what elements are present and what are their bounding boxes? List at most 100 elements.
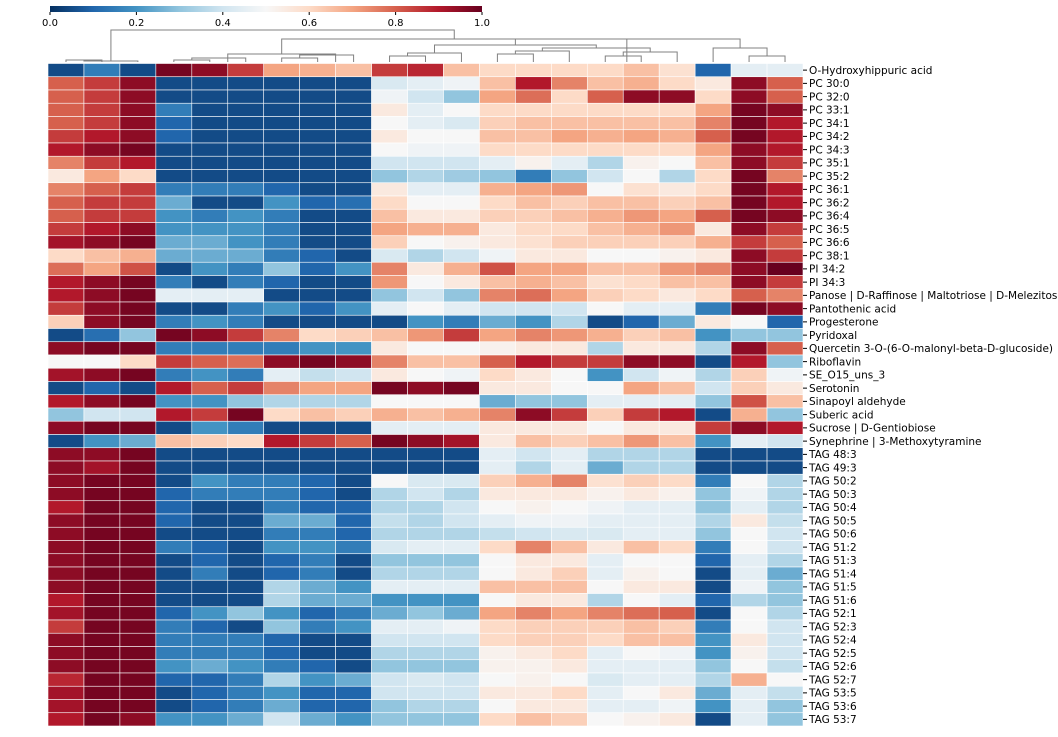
heatmap-cell (694, 540, 732, 555)
heatmap-cell (407, 142, 444, 157)
heatmap-cell (155, 261, 193, 276)
heatmap-cell (263, 420, 300, 435)
heatmap-cell (407, 447, 444, 462)
heatmap-cell (263, 646, 300, 661)
heatmap-cell (766, 540, 804, 555)
row-label: Sucrose | D-Gentiobiose (809, 423, 936, 435)
heatmap-cell (515, 434, 552, 449)
heatmap-cell (515, 129, 552, 144)
heatmap-cell (407, 566, 444, 581)
heatmap-cell (551, 394, 588, 409)
heatmap-cell (407, 182, 444, 197)
heatmap-cell (730, 142, 768, 157)
heatmap-cell (622, 513, 660, 528)
heatmap-cell (551, 288, 588, 303)
heatmap-cell (191, 235, 229, 250)
heatmap-cell (371, 354, 408, 369)
heatmap-cell (479, 407, 516, 422)
heatmap-cell (227, 659, 265, 674)
heatmap-cell (119, 102, 157, 117)
heatmap-cell (658, 632, 696, 647)
heatmap-cell (622, 540, 660, 555)
heatmap-cell (119, 235, 157, 250)
heatmap-cell (371, 619, 408, 634)
heatmap-cell (83, 487, 121, 502)
heatmap-cell (263, 288, 300, 303)
heatmap-cell (119, 261, 157, 276)
heatmap-cell (622, 235, 660, 250)
heatmap-cell (155, 540, 193, 555)
heatmap-cell (155, 420, 193, 435)
heatmap-cell (299, 155, 336, 170)
row-label: TAG 52:7 (808, 674, 857, 686)
heatmap-cell (622, 248, 660, 263)
heatmap-cell (299, 500, 336, 515)
heatmap-cell (586, 526, 624, 541)
heatmap-cell (407, 540, 444, 555)
heatmap-cell (766, 394, 804, 409)
heatmap-cell (227, 328, 265, 343)
heatmap-cell (155, 248, 193, 263)
heatmap-cell (586, 659, 624, 674)
heatmap-cell (299, 672, 336, 687)
heatmap-cell (551, 672, 588, 687)
heatmap-cell (191, 513, 229, 528)
column-dendrogram (65, 29, 786, 62)
heatmap-cell (155, 593, 193, 608)
heatmap-cell (443, 526, 480, 541)
heatmap-cell (443, 354, 480, 369)
heatmap-cell (119, 579, 157, 594)
heatmap-cell (263, 102, 300, 117)
heatmap-cell (622, 447, 660, 462)
heatmap-cell (515, 102, 552, 117)
heatmap-cell (299, 63, 336, 78)
heatmap-cell (191, 63, 229, 78)
heatmap-cell (371, 367, 408, 382)
heatmap-cell (119, 699, 157, 714)
heatmap-cell (155, 434, 193, 449)
heatmap-cell (479, 460, 516, 475)
heatmap-cell (335, 222, 372, 237)
row-label: PC 30:0 (809, 78, 850, 90)
heatmap-cell (119, 420, 157, 435)
heatmap-cell (119, 619, 157, 634)
heatmap-cell (47, 606, 85, 621)
heatmap-cell (263, 685, 300, 700)
heatmap-cell (479, 553, 516, 568)
heatmap-cell (263, 222, 300, 237)
heatmap-cell (407, 699, 444, 714)
heatmap-cell (766, 328, 804, 343)
heatmap-cell (694, 699, 732, 714)
heatmap-cell (694, 195, 732, 210)
heatmap-cell (730, 659, 768, 674)
dendrogram-link (496, 53, 534, 62)
heatmap-cell (335, 646, 372, 661)
heatmap-cell (371, 487, 408, 502)
heatmap-cell (730, 195, 768, 210)
heatmap-cell (407, 460, 444, 475)
heatmap-cell (191, 434, 229, 449)
heatmap-cell (371, 394, 408, 409)
heatmap-cell (83, 526, 121, 541)
heatmap-cell (730, 155, 768, 170)
heatmap-cell (586, 314, 624, 329)
heatmap-cell (155, 102, 193, 117)
heatmap-cell (335, 116, 372, 131)
heatmap-cell (766, 367, 804, 382)
heatmap-cell (479, 169, 516, 184)
heatmap-cell (443, 275, 480, 290)
heatmap-cell (119, 487, 157, 502)
heatmap-cell (694, 222, 732, 237)
heatmap-cell (191, 381, 229, 396)
heatmap-cell (766, 314, 804, 329)
heatmap-cell (371, 473, 408, 488)
heatmap-cell (299, 169, 336, 184)
heatmap-cell (586, 275, 624, 290)
heatmap-cell (155, 155, 193, 170)
heatmap-cell (766, 381, 804, 396)
row-label: PI 34:3 (809, 277, 845, 289)
heatmap-cell (586, 208, 624, 223)
heatmap-cell (47, 142, 85, 157)
heatmap-cell (263, 407, 300, 422)
heatmap-cell (407, 672, 444, 687)
